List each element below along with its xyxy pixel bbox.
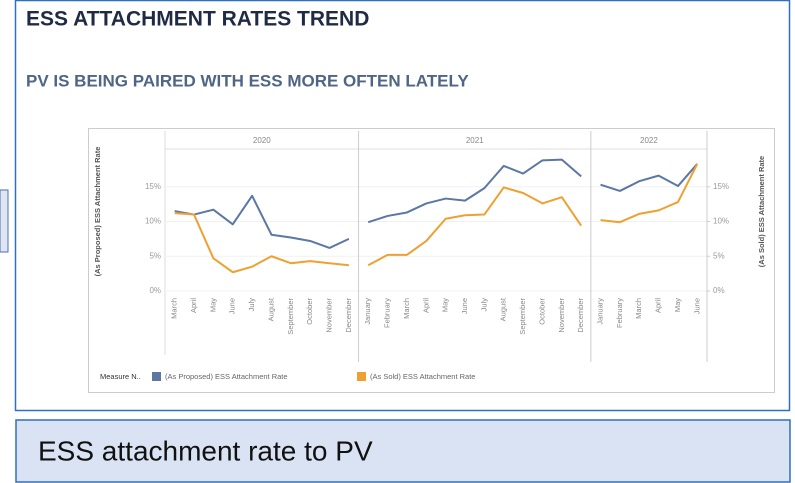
series-line xyxy=(600,163,699,224)
y-tick-label: 0% xyxy=(149,286,161,295)
x-tick-label: December xyxy=(576,298,585,333)
x-tick-label: August xyxy=(499,297,508,321)
x-tick-label: June xyxy=(228,298,237,314)
caption-box xyxy=(15,419,791,483)
x-tick-label: September xyxy=(286,297,295,334)
x-tick-label: February xyxy=(383,298,392,328)
side-tab xyxy=(0,189,9,253)
x-tick-label: November xyxy=(325,298,334,333)
x-tick-label: December xyxy=(344,298,353,333)
y2-tick-label: 0% xyxy=(713,286,725,295)
x-tick-label: May xyxy=(208,298,217,312)
legend-title: Measure N.. xyxy=(100,372,141,381)
series-line xyxy=(367,186,583,267)
series-line xyxy=(367,158,582,224)
caption: ESS attachment rate to PV xyxy=(38,435,373,466)
x-tick-label: April xyxy=(189,298,198,313)
y-tick-label: 10% xyxy=(145,217,161,226)
legend-label: (As Sold) ESS Attachment Rate xyxy=(370,372,475,381)
x-tick-label: October xyxy=(537,298,546,325)
series-line xyxy=(174,194,350,249)
y2-tick-label: 15% xyxy=(713,182,729,191)
y2-tick-label: 10% xyxy=(713,217,729,226)
series-line xyxy=(174,212,350,274)
x-tick-label: January xyxy=(596,298,605,325)
chart-frame xyxy=(88,128,775,393)
x-tick-label: September xyxy=(518,297,527,334)
y-tick-label: 15% xyxy=(145,182,161,191)
slide-subtitle: PV IS BEING PAIRED WITH ESS MORE OFTEN L… xyxy=(26,71,469,90)
x-tick-label: April xyxy=(654,298,663,313)
slide-title: ESS ATTACHMENT RATES TREND xyxy=(26,8,369,31)
x-tick-label: March xyxy=(402,298,411,319)
x-tick-label: October xyxy=(305,298,314,325)
x-tick-label: July xyxy=(247,298,256,312)
y-axis-title: (As Proposed) ESS Attachment Rate xyxy=(93,147,102,277)
x-tick-label: June xyxy=(692,298,701,314)
legend-swatch xyxy=(152,372,161,381)
x-tick-label: June xyxy=(460,298,469,314)
panel-title: 2021 xyxy=(466,136,484,145)
panel-title: 2022 xyxy=(640,136,658,145)
x-tick-label: July xyxy=(479,298,488,312)
y-tick-label: 5% xyxy=(149,251,161,260)
x-tick-label: November xyxy=(557,298,566,333)
x-tick-label: May xyxy=(441,298,450,312)
y2-tick-label: 5% xyxy=(713,251,725,260)
x-tick-label: January xyxy=(363,298,372,325)
legend-label: (As Proposed) ESS Attachment Rate xyxy=(165,372,288,381)
x-tick-label: February xyxy=(615,298,624,328)
x-tick-label: March xyxy=(634,298,643,319)
x-tick-label: May xyxy=(673,298,682,312)
x-tick-label: April xyxy=(421,298,430,313)
x-tick-label: August xyxy=(266,297,275,321)
content-box xyxy=(14,0,791,412)
y2-axis-title: (As Sold) ESS Attachment Rate xyxy=(757,156,766,267)
series-line xyxy=(600,163,699,192)
legend-swatch xyxy=(357,372,366,381)
x-tick-label: March xyxy=(170,298,179,319)
panel-title: 2020 xyxy=(253,136,271,145)
